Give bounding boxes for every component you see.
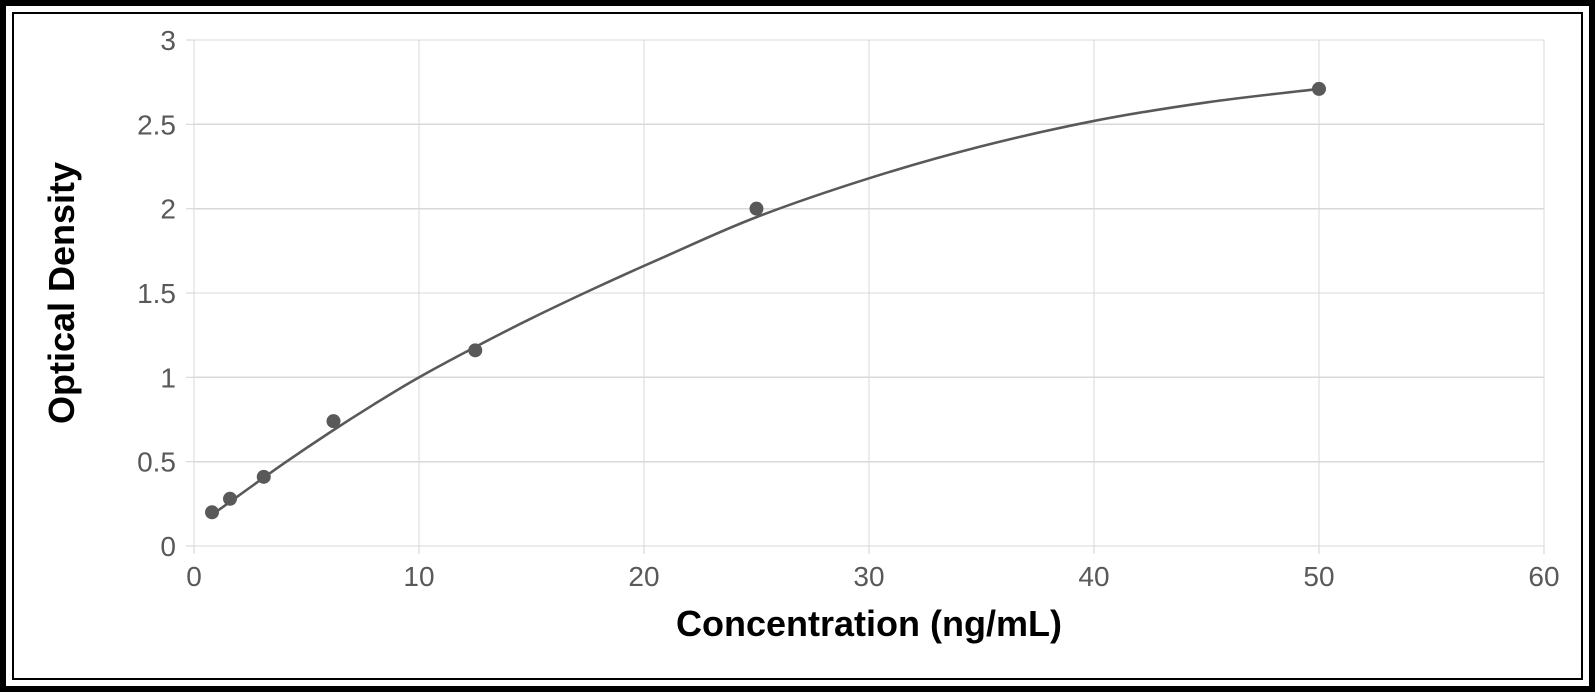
x-tick-label: 60 [1528,561,1559,592]
data-point [1312,82,1326,96]
y-tick-label: 1 [160,362,176,393]
data-point [468,343,482,357]
data-point [327,414,341,428]
x-tick-label: 50 [1303,561,1334,592]
y-axis-title: Optical Density [41,162,82,424]
x-tick-label: 10 [403,561,434,592]
chart-outer-frame: 0 10 20 30 40 50 60 0 0.5 1 1.5 2 2.5 3 Concentration … [0,0,1595,692]
x-axis-title: Concentration (ng/mL) [676,603,1062,644]
y-tick-label: 0.5 [137,447,176,478]
x-tick-label: 0 [186,561,202,592]
y-tick-label: 2.5 [137,109,176,140]
chart-svg: 0 10 20 30 40 50 60 0 0.5 1 1.5 2 2.5 3 Concentration … [14,14,1581,678]
y-tick-label: 3 [160,25,176,56]
data-point [750,202,764,216]
y-tick-label: 1.5 [137,278,176,309]
chart-inner-frame: 0 10 20 30 40 50 60 0 0.5 1 1.5 2 2.5 3 Concentration … [12,12,1583,680]
x-tick-label: 20 [628,561,659,592]
data-point [257,470,271,484]
x-tick-label: 40 [1078,561,1109,592]
y-tick-label: 0 [160,531,176,562]
y-tick-label: 2 [160,194,176,225]
data-point [223,492,237,506]
x-tick-label: 30 [853,561,884,592]
data-point [205,505,219,519]
